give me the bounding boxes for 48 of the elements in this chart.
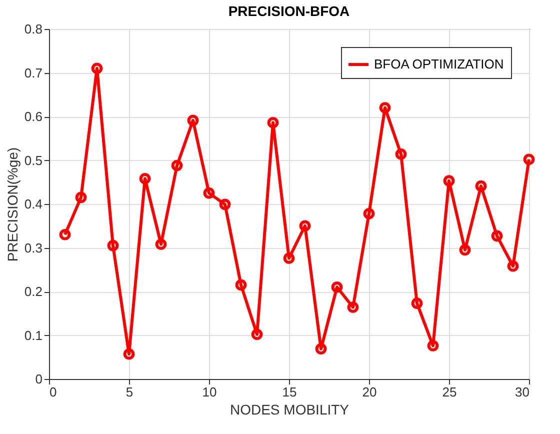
point <box>251 328 263 340</box>
point <box>299 220 311 232</box>
y-axis-title: PRECISION(%ge) <box>4 147 20 262</box>
point <box>219 198 231 210</box>
point <box>395 148 407 160</box>
point <box>123 348 135 360</box>
point <box>427 340 439 352</box>
x-tick-label: 5 <box>126 384 134 400</box>
point <box>139 172 151 184</box>
y-tick-label: 0.1 <box>24 328 42 343</box>
y-tick-label: 0.6 <box>24 109 42 124</box>
x-axis-title: NODES MOBILITY <box>230 402 350 418</box>
point <box>443 175 455 186</box>
x-tick-label: 25 <box>442 384 457 400</box>
point <box>235 279 247 291</box>
y-tick-label: 0.5 <box>24 152 42 168</box>
point <box>491 230 503 242</box>
point <box>347 302 359 313</box>
point <box>411 298 423 309</box>
x-tick-label: 20 <box>362 384 377 400</box>
x-tick-label: 10 <box>202 384 217 400</box>
point <box>155 238 167 250</box>
legend-label: BFOA OPTIMIZATION <box>374 56 504 72</box>
point <box>315 343 327 354</box>
point <box>363 208 375 220</box>
point <box>283 252 295 264</box>
chart-title: PRECISION-BFOA <box>228 3 350 19</box>
point <box>267 116 279 128</box>
point <box>459 244 471 256</box>
y-tick-label: 0.2 <box>24 284 42 299</box>
point <box>91 62 103 74</box>
y-tick-label: 0.3 <box>24 240 42 256</box>
point <box>331 281 343 293</box>
point <box>203 187 215 199</box>
x-tick-label: 15 <box>282 384 297 400</box>
point <box>379 102 391 114</box>
point <box>187 114 199 126</box>
y-tick-label: 0.7 <box>24 65 42 80</box>
point <box>75 192 87 204</box>
x-tick-label: 30 <box>515 384 530 400</box>
y-tick-label: 0 <box>35 372 42 386</box>
point <box>107 240 119 252</box>
point <box>171 160 183 172</box>
x-tick-label: 0 <box>50 384 57 400</box>
point <box>507 260 519 272</box>
y-tick-label: 0.4 <box>24 196 42 212</box>
point <box>475 180 487 192</box>
y-tick-label: 0.8 <box>24 22 42 36</box>
